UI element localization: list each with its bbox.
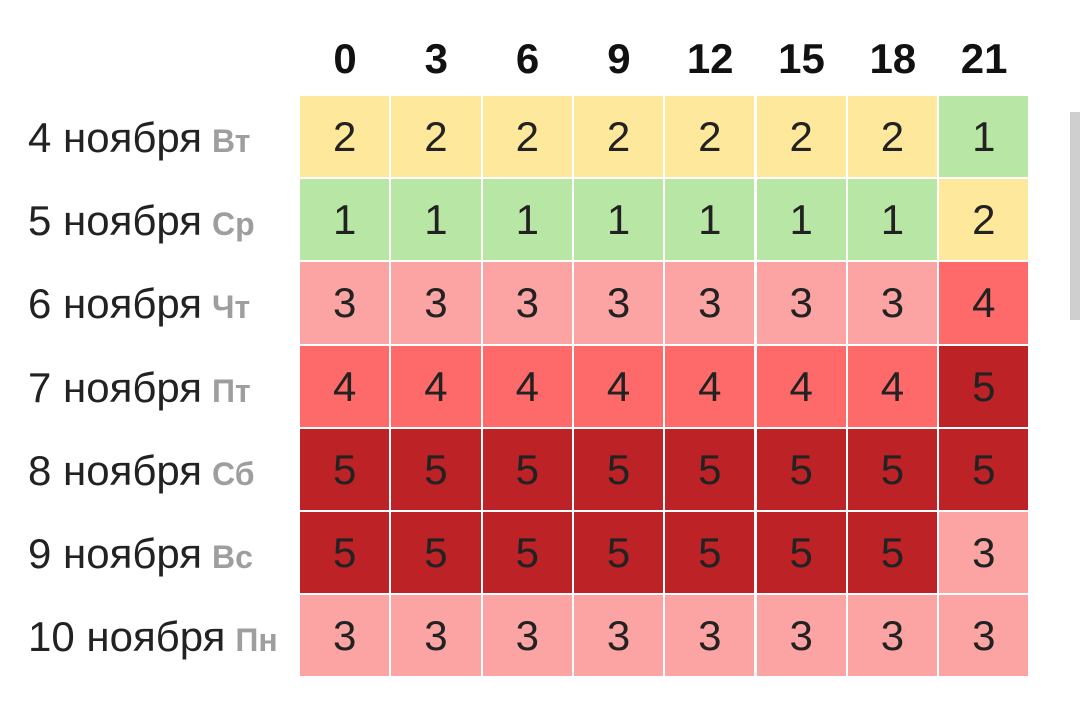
heatmap-cell: 5 — [756, 428, 846, 510]
heatmap-cell: 5 — [847, 512, 938, 594]
heatmap-cell: 3 — [573, 595, 664, 677]
row-label: 6 ноября Чт — [28, 262, 250, 345]
heatmap-cell: 2 — [847, 96, 938, 178]
heatmap-cell: 5 — [939, 428, 1029, 510]
column-header-0: 0 — [333, 35, 357, 82]
heatmap-cell: 2 — [300, 96, 390, 178]
heatmap-cell: 5 — [391, 428, 481, 510]
heatmap-cell: 2 — [482, 96, 572, 178]
row-weekday: Ср — [212, 206, 255, 243]
heatmap-cell: 2 — [756, 96, 846, 178]
heatmap-cell: 4 — [482, 345, 572, 427]
heatmap-cell: 4 — [939, 262, 1029, 344]
row-weekday: Пт — [212, 372, 251, 409]
row-label: 8 ноября Сб — [28, 429, 254, 512]
column-header-21: 21 — [960, 35, 1008, 82]
heatmap-cell: 3 — [847, 595, 938, 677]
heatmap-cell: 3 — [300, 595, 390, 677]
heatmap-cell: 5 — [482, 428, 572, 510]
row-label: 9 ноября Вс — [28, 512, 253, 595]
heatmap-cell: 3 — [391, 262, 481, 344]
heatmap-cell: 2 — [665, 96, 755, 178]
heatmap-cell: 3 — [665, 262, 755, 344]
row-weekday: Чт — [212, 289, 251, 326]
column-header-15: 15 — [778, 35, 825, 82]
heatmap-cell: 4 — [300, 345, 390, 427]
heatmap-cell: 3 — [300, 262, 390, 344]
heatmap-cell: 4 — [756, 345, 846, 427]
row-date: 5 ноября — [28, 197, 203, 245]
heatmap-cell: 5 — [482, 512, 572, 594]
row-label: 5 ноября Ср — [28, 179, 255, 262]
row-date: 8 ноября — [28, 446, 203, 494]
row-label: 10 ноября Пн — [28, 595, 278, 678]
heatmap-cell: 3 — [847, 262, 938, 344]
column-header-9: 9 — [607, 35, 631, 82]
heatmap-cell: 1 — [391, 179, 481, 261]
heatmap-cell: 3 — [573, 262, 664, 344]
heatmap-cell: 4 — [665, 345, 755, 427]
row-label: 7 ноября Пт — [28, 346, 251, 429]
heatmap-cell: 4 — [847, 345, 938, 427]
heatmap-cell: 3 — [939, 595, 1029, 677]
row-weekday: Вт — [212, 123, 251, 159]
heatmap-cell: 5 — [573, 428, 664, 510]
heatmap-cell: 5 — [391, 512, 481, 594]
heatmap-cell: 3 — [391, 595, 481, 677]
column-header-18: 18 — [869, 35, 917, 82]
heatmap-cell: 5 — [665, 512, 755, 594]
heatmap-cell: 1 — [665, 179, 755, 261]
row-date: 10 ноября — [28, 613, 226, 661]
heatmap-cell: 5 — [847, 428, 938, 510]
heatmap-cell: 4 — [391, 345, 481, 427]
heatmap-cell: 2 — [391, 96, 481, 178]
heatmap-cell: 1 — [847, 179, 938, 261]
heatmap-cell: 1 — [300, 179, 390, 261]
heatmap-cell: 5 — [300, 512, 390, 594]
heatmap-cell: 5 — [939, 345, 1029, 427]
row-weekday: Сб — [212, 455, 255, 492]
column-header-3: 3 — [424, 35, 448, 82]
heatmap-cell: 4 — [573, 345, 664, 427]
row-date: 7 ноября — [28, 363, 203, 411]
heatmap-cell: 2 — [939, 179, 1029, 261]
heatmap-cell: 5 — [665, 428, 755, 510]
row-weekday: Вс — [212, 539, 253, 575]
heatmap-cell: 1 — [939, 96, 1029, 178]
heatmap-cell: 2 — [573, 96, 664, 178]
column-header-12: 12 — [686, 35, 734, 82]
heatmap-cell: 5 — [573, 512, 664, 594]
row-date: 6 ноября — [28, 280, 203, 328]
row-label: 4 ноября Вт — [28, 96, 250, 179]
heatmap-cell: 3 — [482, 595, 572, 677]
heatmap-cell: 1 — [573, 179, 664, 261]
scrollbar[interactable] — [1070, 112, 1080, 320]
row-date: 4 ноября — [28, 114, 203, 161]
row-date: 9 ноября — [28, 530, 203, 577]
heatmap-cell: 5 — [756, 512, 846, 594]
heatmap-cell: 3 — [756, 595, 846, 677]
heatmap-cell: 5 — [300, 428, 390, 510]
heatmap-cell: 3 — [665, 595, 755, 677]
row-weekday: Пн — [235, 622, 278, 659]
heatmap-cell: 3 — [939, 512, 1029, 594]
heatmap-cell: 1 — [756, 179, 846, 261]
heatmap-cell: 3 — [756, 262, 846, 344]
heatmap-cell: 1 — [482, 179, 572, 261]
column-header-6: 6 — [515, 35, 540, 82]
heatmap-cell: 3 — [482, 262, 572, 344]
